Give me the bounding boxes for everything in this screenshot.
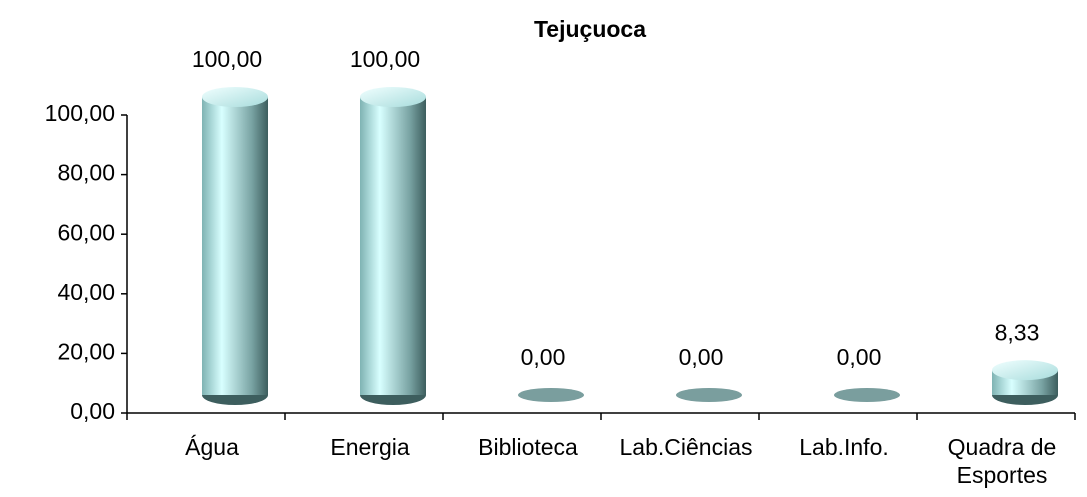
chart-title: Tejuçuoca: [534, 16, 646, 42]
bar: [518, 388, 584, 402]
x-tick-label: Energia: [330, 434, 410, 460]
x-tick-label: Quadra de Esportes: [947, 434, 1057, 488]
y-tick-label: 20,00: [57, 338, 115, 364]
bar-cap: [360, 87, 426, 107]
data-label: 100,00: [192, 46, 262, 72]
bar: [676, 388, 742, 402]
bar: [834, 388, 900, 402]
y-tick-label: 40,00: [57, 279, 115, 305]
bar: [202, 87, 268, 405]
x-tick-label: Biblioteca: [478, 434, 578, 460]
x-tick-label: Lab.Ciências: [619, 434, 753, 460]
data-label: 0,00: [837, 344, 882, 370]
bar-body: [202, 97, 268, 395]
data-label: 8,33: [995, 319, 1040, 345]
x-tick-label: Lab.Info.: [799, 434, 889, 460]
bar: [360, 87, 426, 405]
bar-cap: [992, 360, 1058, 381]
y-tick-label: 100,00: [45, 100, 115, 126]
bar-cap: [834, 388, 900, 402]
data-label: 0,00: [679, 344, 724, 370]
bar: [992, 360, 1058, 405]
y-tick-label: 80,00: [57, 160, 115, 186]
bar-cap: [202, 87, 268, 107]
bar-cap: [676, 388, 742, 402]
bar-body: [360, 97, 426, 395]
bar-cap: [518, 388, 584, 402]
x-tick-label: Água: [185, 434, 239, 460]
data-label: 100,00: [350, 46, 420, 72]
y-tick-label: 60,00: [57, 219, 115, 245]
y-tick-label: 0,00: [70, 398, 115, 424]
data-label: 0,00: [521, 344, 566, 370]
